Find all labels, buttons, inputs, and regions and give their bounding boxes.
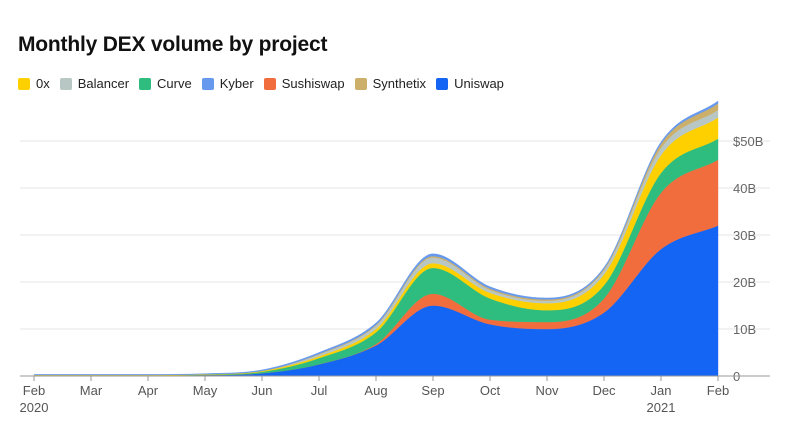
x-tick-label: Aug <box>364 383 387 398</box>
legend-label-balancer: Balancer <box>77 76 130 91</box>
legend-swatch-sushiswap <box>263 77 276 90</box>
legend-swatch-curve <box>139 77 152 90</box>
x-tick-label: Feb <box>707 383 729 398</box>
legend-label-uniswap: Uniswap <box>454 76 504 91</box>
legend-swatch-synthetix <box>354 77 367 90</box>
chart-title: Monthly DEX volume by project <box>18 33 328 56</box>
legend-label-curve: Curve <box>157 76 192 91</box>
x-tick-label: Jun <box>252 383 273 398</box>
legend-item-sushiswap: Sushiswap <box>263 76 345 91</box>
legend-label-sushiswap: Sushiswap <box>281 76 345 91</box>
x-tick-year-label: 2020 <box>20 400 49 415</box>
x-tick-label: Mar <box>80 383 103 398</box>
x-tick-label: Apr <box>138 383 159 398</box>
x-tick-label: Jan <box>651 383 672 398</box>
y-tick-label: 30B <box>733 228 756 243</box>
legend-item-synthetix: Synthetix <box>354 76 427 91</box>
x-tick-label: Feb <box>23 383 45 398</box>
x-tick-label: May <box>193 383 218 398</box>
x-tick-label: Oct <box>480 383 501 398</box>
legend-label-0x: 0x <box>36 76 50 91</box>
y-tick-label: 40B <box>733 181 756 196</box>
legend-item-curve: Curve <box>139 76 192 91</box>
y-tick-label: $50B <box>733 134 763 149</box>
legend-swatch-uniswap <box>436 77 449 90</box>
x-tick-label: Sep <box>421 383 444 398</box>
area-kyber <box>33 100 719 376</box>
legend-item-balancer: Balancer <box>59 76 130 91</box>
x-tick-year-label: 2021 <box>647 400 676 415</box>
legend-label-synthetix: Synthetix <box>372 76 427 91</box>
legend-swatch-0x <box>18 77 30 90</box>
chart-legend: 0x Balancer Curve Kyber Sushiswap Synthe… <box>18 76 514 91</box>
legend-swatch-balancer <box>59 77 72 90</box>
y-tick-label: 10B <box>733 322 756 337</box>
y-tick-label: 20B <box>733 275 756 290</box>
legend-swatch-kyber <box>201 77 214 90</box>
legend-item-kyber: Kyber <box>201 76 254 91</box>
x-tick-label: Jul <box>311 383 328 398</box>
legend-item-uniswap: Uniswap <box>436 76 504 91</box>
x-tick-label: Dec <box>592 383 616 398</box>
legend-label-kyber: Kyber <box>219 76 254 91</box>
x-tick-label: Nov <box>535 383 559 398</box>
legend-item-0x: 0x <box>18 76 50 91</box>
